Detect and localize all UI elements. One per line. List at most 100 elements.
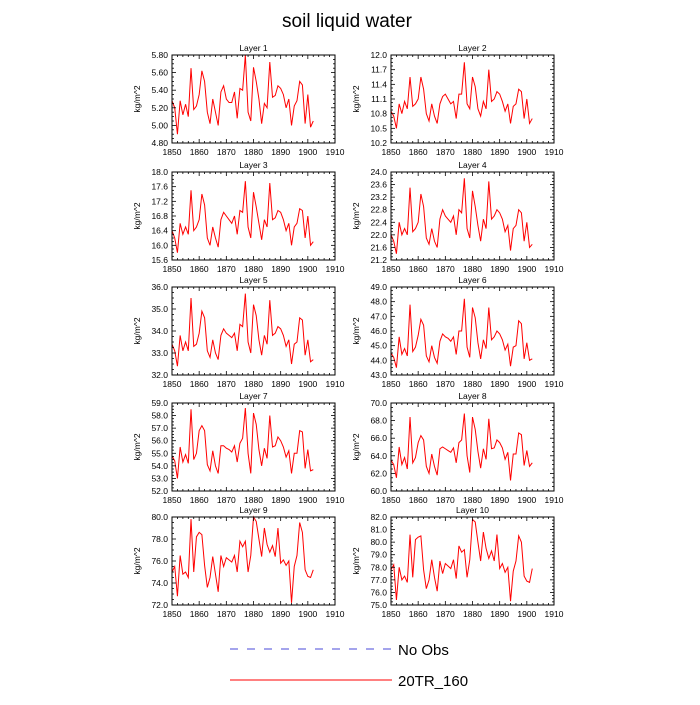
x-tick-label: 1870 xyxy=(436,495,455,505)
y-tick-label: 47.0 xyxy=(370,311,387,321)
y-tick-label: 74.0 xyxy=(151,578,168,588)
panel-title: Layer 6 xyxy=(458,275,487,285)
y-tick-label: 22.8 xyxy=(370,205,387,215)
y-tick-label: 11.7 xyxy=(371,65,387,75)
x-tick-label: 1910 xyxy=(545,264,564,274)
x-tick-label: 1870 xyxy=(217,147,236,157)
x-tick-label: 1880 xyxy=(463,495,482,505)
x-tick-label: 1880 xyxy=(244,147,263,157)
x-tick-label: 1890 xyxy=(490,379,509,389)
x-tick-label: 1910 xyxy=(545,495,564,505)
x-tick-label: 1890 xyxy=(271,609,290,619)
x-tick-label: 1880 xyxy=(463,609,482,619)
plot-frame xyxy=(390,286,555,376)
y-tick-label: 12.0 xyxy=(370,50,387,60)
x-tick-label: 1910 xyxy=(326,609,345,619)
x-tick-label: 1860 xyxy=(409,264,428,274)
panel-title: Layer 4 xyxy=(458,160,487,170)
x-tick-label: 1900 xyxy=(517,495,536,505)
legend: No Obs 20TR_160 xyxy=(230,642,468,690)
x-tick-label: 1850 xyxy=(163,609,182,619)
panel-layer-1: Layer 1 kg/m^2 1850 1860 1870 1880 1890 1900 191… xyxy=(132,43,345,157)
y-tick-label: 82.0 xyxy=(370,512,387,522)
x-tick-label: 1890 xyxy=(490,495,509,505)
x-tick-label: 1880 xyxy=(244,609,263,619)
y-axis-label: kg/m^2 xyxy=(351,85,361,112)
y-tick-label: 57.0 xyxy=(151,423,168,433)
series-line-20TR_160 xyxy=(390,518,533,602)
series-line-20TR_160 xyxy=(390,62,533,129)
y-tick-label: 62.0 xyxy=(370,468,387,478)
y-tick-label: 45.0 xyxy=(370,341,387,351)
y-tick-label: 17.2 xyxy=(151,196,168,206)
y-tick-label: 16.4 xyxy=(151,226,168,236)
x-tick-label: 1850 xyxy=(382,379,401,389)
y-axis-label: kg/m^2 xyxy=(132,85,142,112)
y-tick-label: 66.0 xyxy=(370,433,387,443)
y-tick-label: 78.0 xyxy=(151,534,168,544)
panel-title: Layer 8 xyxy=(458,391,487,401)
panel-title: Layer 3 xyxy=(239,160,268,170)
x-tick-label: 1860 xyxy=(409,147,428,157)
figure-title: soil liquid water xyxy=(282,11,413,32)
x-tick-label: 1860 xyxy=(190,495,209,505)
x-tick-label: 1910 xyxy=(545,379,564,389)
series-line-20TR_160 xyxy=(171,515,314,603)
y-tick-label: 5.00 xyxy=(151,120,168,130)
x-tick-label: 1870 xyxy=(436,379,455,389)
y-tick-label: 5.60 xyxy=(151,68,168,78)
x-tick-label: 1850 xyxy=(382,495,401,505)
panel-layer-6: Layer 6 kg/m^2 1850 1860 1870 1880 1890 1900 191… xyxy=(351,275,564,389)
y-tick-label: 59.0 xyxy=(151,398,168,408)
series-line-20TR_160 xyxy=(171,293,314,367)
x-tick-label: 1910 xyxy=(545,609,564,619)
y-tick-label: 36.0 xyxy=(151,282,168,292)
y-tick-label: 22.4 xyxy=(370,217,387,227)
y-tick-label: 11.1 xyxy=(371,94,387,104)
y-tick-label: 80.0 xyxy=(151,512,168,522)
y-tick-label: 44.0 xyxy=(370,355,387,365)
y-axis-label: kg/m^2 xyxy=(132,202,142,229)
x-tick-label: 1850 xyxy=(382,147,401,157)
x-tick-label: 1860 xyxy=(409,609,428,619)
panel-layer-7: Layer 7 kg/m^2 1850 1860 1870 1880 1890 1900 191… xyxy=(132,391,345,505)
panel-title: Layer 1 xyxy=(239,43,268,53)
panel-layer-9: Layer 9 kg/m^2 1850 1860 1870 1880 1890 1900 191… xyxy=(132,505,345,619)
y-tick-label: 64.0 xyxy=(370,451,387,461)
x-tick-label: 1900 xyxy=(298,609,317,619)
x-tick-label: 1890 xyxy=(271,379,290,389)
y-tick-label: 10.8 xyxy=(370,109,387,119)
x-tick-label: 1860 xyxy=(409,495,428,505)
series-line-20TR_160 xyxy=(171,181,314,253)
x-tick-label: 1910 xyxy=(326,264,345,274)
x-tick-label: 1870 xyxy=(217,264,236,274)
series-line-20TR_160 xyxy=(171,407,314,479)
x-tick-label: 1880 xyxy=(463,379,482,389)
y-tick-label: 33.0 xyxy=(151,348,168,358)
y-tick-label: 21.6 xyxy=(370,242,387,252)
y-tick-label: 78.0 xyxy=(370,562,387,572)
x-tick-label: 1860 xyxy=(190,264,209,274)
x-tick-label: 1870 xyxy=(436,147,455,157)
y-tick-label: 21.2 xyxy=(370,255,387,265)
panel-layer-4: Layer 4 kg/m^2 1850 1860 1870 1880 1890 1900 191… xyxy=(351,160,564,274)
y-tick-label: 46.0 xyxy=(370,326,387,336)
y-tick-label: 24.0 xyxy=(370,167,387,177)
x-tick-label: 1870 xyxy=(217,609,236,619)
x-tick-label: 1890 xyxy=(271,495,290,505)
x-tick-label: 1870 xyxy=(436,264,455,274)
y-tick-label: 10.2 xyxy=(370,138,387,148)
x-tick-label: 1860 xyxy=(190,609,209,619)
x-tick-label: 1890 xyxy=(490,264,509,274)
y-tick-label: 75.0 xyxy=(370,600,387,610)
panel-title: Layer 2 xyxy=(458,43,487,53)
series-line-20TR_160 xyxy=(390,178,533,254)
y-tick-label: 4.80 xyxy=(151,138,168,148)
x-tick-label: 1880 xyxy=(244,264,263,274)
x-tick-label: 1880 xyxy=(463,264,482,274)
y-tick-label: 15.6 xyxy=(151,255,168,265)
y-tick-label: 68.0 xyxy=(370,416,387,426)
y-tick-label: 72.0 xyxy=(151,600,168,610)
x-tick-label: 1900 xyxy=(517,147,536,157)
